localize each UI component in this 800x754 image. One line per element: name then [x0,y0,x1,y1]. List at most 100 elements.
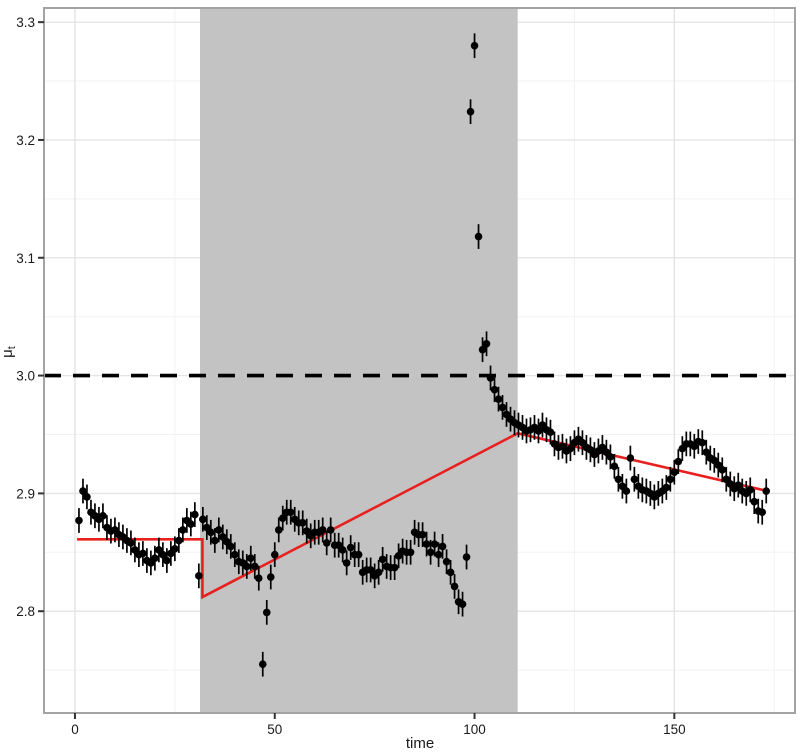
y-axis-tick-labels: 2.8 2.9 3.0 3.1 3.2 3.3 [16,15,35,619]
data-point [191,510,199,519]
data-point [462,553,471,561]
data-point [354,550,363,559]
data-point [438,542,447,551]
y-tick-label: 3.3 [16,15,35,30]
data-point [450,582,459,591]
data-point [215,526,223,534]
data-point [179,526,187,534]
data-point [390,563,399,572]
data-point [207,528,215,537]
data-point [266,573,275,581]
data-point [622,487,631,495]
data-point [458,600,467,608]
data-point [750,497,759,506]
data-point [446,568,455,577]
y-axis-title-subscript: t [6,346,18,349]
data-point [262,608,271,617]
data-point [151,554,159,562]
data-point [746,486,755,494]
data-point [346,543,355,552]
data-point [242,562,251,571]
data-point [494,395,503,403]
data-point [127,539,135,547]
data-point [626,454,635,462]
y-tick-label: 2.9 [16,486,35,501]
data-point [486,374,495,382]
data-point [175,536,183,545]
data-point [470,41,479,50]
y-tick-label: 3.0 [16,369,35,384]
data-point [718,466,727,474]
data-point [666,475,675,484]
data-point [159,550,167,559]
data-point [490,385,499,394]
data-point [199,515,207,524]
data-point [195,572,203,580]
y-tick-label: 3.2 [16,133,35,148]
x-tick-label: 0 [71,722,79,737]
data-point [482,339,491,348]
data-point [426,548,435,557]
data-point [614,475,623,484]
data-point [286,508,295,517]
data-point [674,457,683,466]
data-point [498,403,507,412]
data-point [670,468,679,476]
data-point [139,549,147,558]
x-tick-label: 50 [267,722,282,737]
data-point [171,544,179,553]
x-axis-ticks [73,713,676,719]
data-point [278,514,287,522]
data-point [378,555,387,564]
data-point [546,428,555,436]
data-point [466,107,475,116]
data-point [474,232,483,241]
data-point [83,493,91,501]
data-point [338,546,347,554]
data-point [318,526,327,534]
panel-border [43,7,796,714]
data-point [406,548,415,557]
data-point [79,487,87,495]
data-point [374,568,383,577]
data-point [254,574,263,583]
data-point [478,345,487,354]
data-point [610,462,619,471]
data-point [258,660,267,669]
data-point [342,559,351,567]
data-point [99,511,107,520]
y-tick-label: 3.1 [16,251,35,266]
y-axis-ticks [38,21,44,613]
data-point [662,483,671,492]
data-point [326,526,335,534]
data-point [566,444,575,453]
shaded-region [200,8,518,713]
x-axis-title: time [406,735,434,752]
data-point [630,475,639,484]
data-point [211,536,219,545]
data-point [227,542,235,551]
data-point [442,557,451,566]
data-point [230,550,239,559]
x-tick-label: 150 [663,722,686,737]
data-point [698,438,707,447]
data-point [606,453,615,461]
data-point [298,519,307,527]
data-point [758,508,767,517]
data-point [163,556,171,565]
data-point [187,520,195,528]
data-point [322,539,331,547]
data-point [762,487,771,495]
y-axis-title-main: μ [0,349,16,358]
x-tick-label: 100 [463,722,486,737]
x-axis-tick-labels: 0 50 100 150 [71,722,685,737]
data-point [702,448,711,456]
data-point [534,427,543,435]
data-point [434,550,443,559]
data-point [246,554,255,562]
data-point [274,526,283,534]
data-point [250,562,259,571]
data-point [75,516,83,525]
